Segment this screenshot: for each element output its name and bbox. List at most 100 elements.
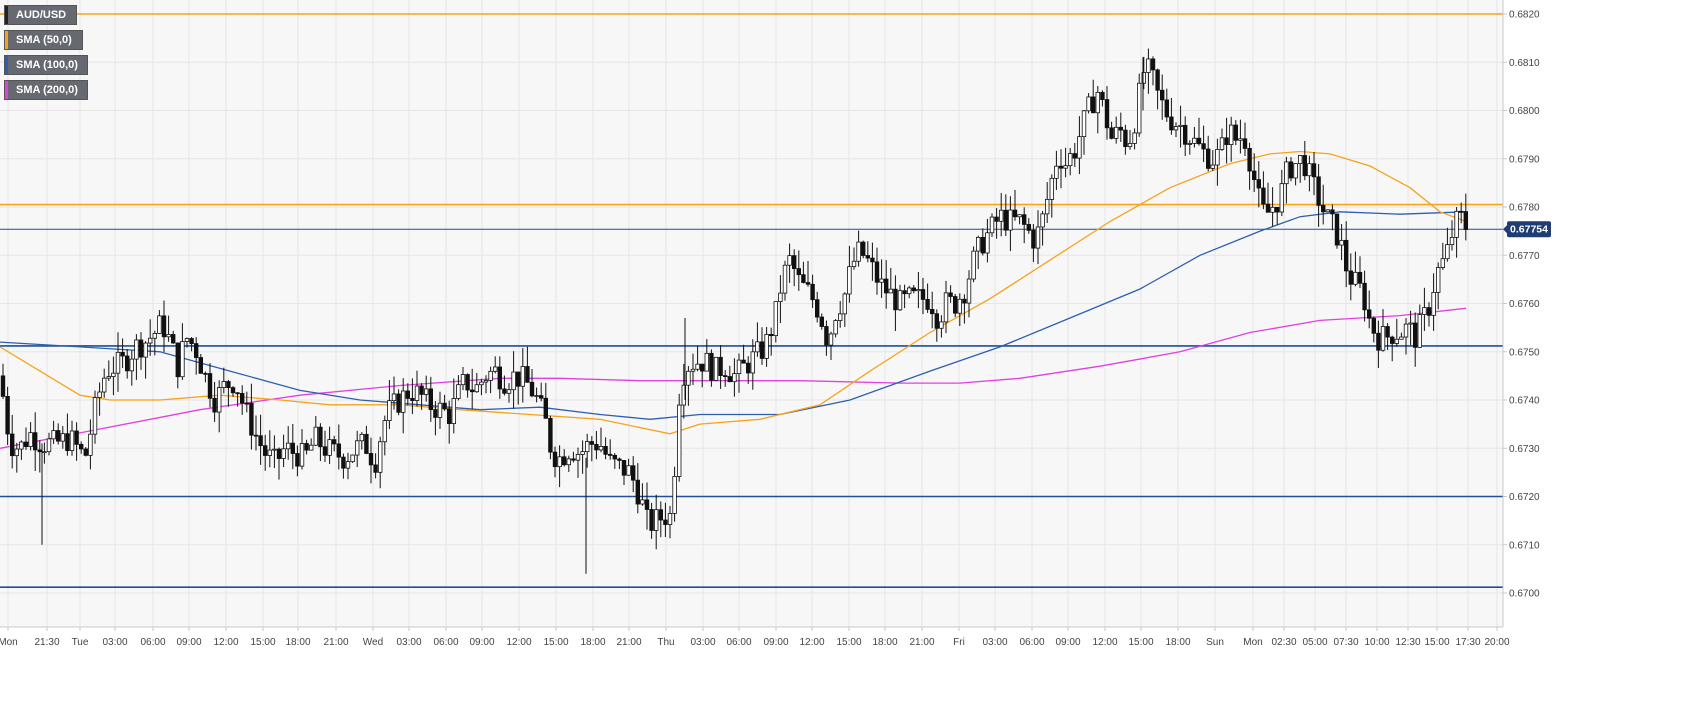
candle-bullish	[534, 395, 539, 397]
candle-bearish	[902, 290, 907, 295]
candle-bullish	[897, 290, 903, 311]
legend-item-sma200[interactable]: SMA (200,0)	[4, 80, 88, 100]
candle-bullish	[566, 458, 571, 466]
candle-bullish	[46, 438, 52, 453]
candle-bearish	[617, 458, 622, 461]
current-price-label: 0.67754	[1510, 224, 1548, 236]
candle-bearish	[373, 464, 378, 473]
y-tick-label: 0.6810	[1509, 58, 1540, 69]
candle-bullish	[520, 366, 525, 387]
candle-bullish	[387, 400, 392, 422]
candle-bearish	[865, 255, 870, 259]
candle-bearish	[1058, 165, 1064, 169]
candle-bullish	[147, 337, 153, 344]
x-tick-label: 03:00	[690, 637, 715, 648]
candle-bearish	[138, 339, 144, 358]
candle-bearish	[589, 441, 594, 445]
candle-bearish	[1362, 282, 1367, 311]
candle-bearish	[552, 451, 558, 468]
candle-bullish	[580, 451, 585, 455]
candle-bullish	[971, 250, 976, 280]
candle-bearish	[962, 298, 967, 304]
candle-bullish	[1114, 126, 1119, 139]
candle-bearish	[718, 356, 723, 377]
candle-bullish	[999, 209, 1004, 222]
legend-label: SMA (200,0)	[16, 84, 78, 96]
x-tick-label: 09:00	[469, 637, 494, 648]
candle-bearish	[1311, 163, 1317, 178]
candle-bearish	[548, 417, 553, 453]
candle-bearish	[1031, 229, 1036, 249]
candle-bearish	[1344, 239, 1349, 272]
candle-bearish	[9, 433, 15, 457]
candle-bullish	[60, 433, 65, 442]
candle-bearish	[723, 375, 728, 378]
candle-bearish	[516, 371, 521, 387]
x-tick-label: Sun	[1206, 637, 1224, 648]
x-tick-label: 15:00	[1424, 637, 1449, 648]
y-tick-label: 0.6790	[1509, 154, 1540, 165]
candle-bullish	[299, 443, 305, 467]
y-tick-label: 0.6750	[1509, 347, 1540, 358]
candle-bullish	[1040, 213, 1045, 228]
x-tick-label: Mon	[1243, 637, 1262, 648]
x-tick-label: 03:00	[982, 637, 1007, 648]
y-tick-label: 0.6760	[1509, 299, 1540, 310]
candle-bullish	[1187, 143, 1192, 145]
candle-bullish	[391, 393, 397, 402]
candle-bearish	[1160, 89, 1165, 101]
x-tick-label: 06:00	[433, 637, 458, 648]
candle-bearish	[1376, 332, 1381, 351]
candle-bearish	[562, 456, 567, 466]
candle-bearish	[1390, 336, 1395, 344]
candle-bullish	[345, 461, 351, 469]
candle-bullish	[19, 441, 24, 450]
candle-bearish	[1321, 204, 1326, 213]
candle-bullish	[1380, 326, 1386, 351]
candle-bearish	[1252, 170, 1257, 181]
current-price-tag: 0.67754	[1503, 221, 1551, 238]
candle-bullish	[916, 289, 921, 292]
y-tick-label: 0.6800	[1509, 106, 1540, 117]
candle-bullish	[1445, 244, 1450, 260]
candle-bearish	[1334, 213, 1340, 246]
y-tick-label: 0.6820	[1509, 10, 1540, 21]
candle-bullish	[377, 441, 383, 473]
candle-bullish	[778, 292, 783, 303]
y-tick-label: 0.6710	[1509, 540, 1540, 551]
candle-bearish	[125, 355, 130, 372]
x-tick-label: 03:00	[102, 637, 127, 648]
candle-bearish	[1164, 99, 1169, 118]
candle-bearish	[239, 393, 245, 404]
candle-bullish	[1035, 226, 1041, 249]
candle-bullish	[1353, 271, 1358, 285]
candle-bullish	[686, 370, 691, 386]
candle-bearish	[884, 278, 889, 294]
legend-item-sma50[interactable]: SMA (50,0)	[4, 30, 83, 50]
candle-bearish	[1100, 91, 1105, 100]
candle-bearish	[1072, 153, 1077, 159]
candle-bearish	[442, 402, 447, 410]
legend-item-symbol[interactable]: AUD/USD	[4, 5, 77, 25]
candle-bullish	[1325, 209, 1330, 213]
candle-bullish	[1132, 132, 1137, 144]
candle-bullish	[575, 454, 581, 461]
candle-bullish	[1210, 164, 1215, 169]
candle-bearish	[948, 292, 953, 297]
legend-swatch	[5, 6, 8, 24]
legend-item-sma100[interactable]: SMA (100,0)	[4, 55, 88, 75]
candle-bullish	[97, 391, 102, 398]
candle-bearish	[741, 359, 746, 364]
candle-bullish	[1449, 237, 1455, 246]
x-tick-label: 12:00	[799, 637, 824, 648]
candle-bullish	[1141, 72, 1146, 84]
candle-bearish	[37, 449, 42, 453]
candle-bearish	[1206, 148, 1211, 169]
candle-bearish	[1275, 206, 1280, 213]
candle-bearish	[612, 454, 617, 460]
candle-bullish	[134, 339, 139, 360]
candle-bearish	[571, 458, 576, 461]
candle-bullish	[1095, 91, 1100, 114]
